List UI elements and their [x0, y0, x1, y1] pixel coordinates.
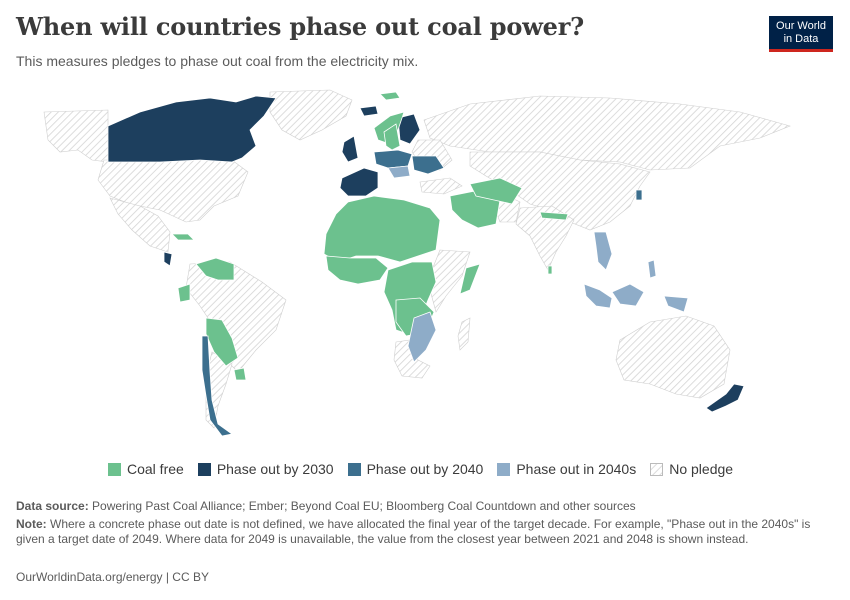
ecuador-peru[interactable]: [177, 283, 191, 303]
india[interactable]: [515, 205, 575, 271]
legend-label: Coal free: [127, 461, 184, 477]
owid-logo[interactable]: Our World in Data: [769, 16, 833, 52]
cuba-caribbean[interactable]: [171, 233, 195, 241]
madagascar[interactable]: [457, 317, 471, 351]
sweden[interactable]: [383, 123, 401, 151]
west-africa[interactable]: [325, 255, 389, 285]
brazil-region[interactable]: [185, 261, 287, 373]
swatch-no-pledge: [650, 462, 664, 476]
chart-note: Note: Where a concrete phase out date is…: [16, 517, 826, 547]
data-source: Data source: Powering Past Coal Alliance…: [16, 499, 636, 513]
france-iberia[interactable]: [339, 167, 379, 197]
colombia-venezuela[interactable]: [195, 257, 235, 281]
legend-item-in-2040s[interactable]: Phase out in 2040s: [497, 461, 636, 477]
canada[interactable]: [107, 95, 277, 163]
philippines[interactable]: [647, 259, 657, 279]
south-korea[interactable]: [635, 189, 643, 201]
indonesia[interactable]: [583, 283, 689, 313]
norway[interactable]: [373, 111, 405, 145]
chile[interactable]: [201, 335, 233, 437]
swatch-in-2040s: [497, 462, 511, 476]
note-text: Where a concrete phase out date is not d…: [16, 517, 811, 546]
germany-poland[interactable]: [373, 149, 413, 169]
czech-hungary[interactable]: [387, 165, 411, 179]
legend-item-no-pledge[interactable]: No pledge: [650, 461, 733, 477]
map-legend: Coal free Phase out by 2030 Phase out by…: [108, 461, 747, 477]
north-africa[interactable]: [323, 195, 441, 263]
svalbard[interactable]: [379, 91, 401, 101]
legend-label: Phase out by 2030: [216, 461, 334, 477]
sri-lanka[interactable]: [547, 265, 553, 275]
australia[interactable]: [615, 315, 731, 399]
alaska[interactable]: [43, 109, 109, 163]
note-label: Note:: [16, 517, 47, 531]
legend-item-by-2040[interactable]: Phase out by 2040: [347, 461, 484, 477]
swatch-coal-free: [108, 462, 121, 476]
swatch-by-2040: [347, 462, 361, 476]
new-zealand[interactable]: [705, 383, 745, 413]
guatemala[interactable]: [163, 251, 173, 267]
mozambique-zimbabwe[interactable]: [407, 311, 437, 363]
iceland[interactable]: [359, 105, 379, 117]
iran-afghanistan[interactable]: [469, 177, 523, 205]
source-text: Powering Past Coal Alliance; Ember; Beyo…: [88, 499, 636, 513]
logo-line-1: Our World: [776, 20, 826, 32]
uruguay[interactable]: [233, 367, 247, 381]
vietnam[interactable]: [593, 231, 613, 271]
greenland[interactable]: [269, 89, 353, 141]
legend-label: Phase out in 2040s: [516, 461, 637, 477]
logo-line-2: in Data: [783, 33, 819, 45]
mexico[interactable]: [109, 197, 171, 253]
ukraine[interactable]: [411, 155, 445, 175]
finland-sweden[interactable]: [397, 113, 421, 145]
russia[interactable]: [423, 95, 791, 171]
legend-item-by-2030[interactable]: Phase out by 2030: [197, 461, 334, 477]
turkey-region[interactable]: [419, 177, 463, 195]
chart-title: When will countries phase out coal power…: [16, 12, 585, 41]
nepal[interactable]: [539, 211, 569, 221]
legend-item-coal-free[interactable]: Coal free: [108, 461, 184, 477]
source-label: Data source:: [16, 499, 89, 513]
legend-label: Phase out by 2040: [366, 461, 484, 477]
world-map: [43, 89, 791, 437]
uk[interactable]: [341, 135, 359, 163]
credit-link[interactable]: OurWorldinData.org/energy | CC BY: [16, 570, 209, 584]
usa[interactable]: [97, 159, 249, 223]
swatch-by-2030: [197, 462, 211, 476]
legend-label: No pledge: [669, 461, 734, 477]
somalia[interactable]: [459, 263, 481, 295]
chart-subtitle: This measures pledges to phase out coal …: [16, 53, 419, 69]
